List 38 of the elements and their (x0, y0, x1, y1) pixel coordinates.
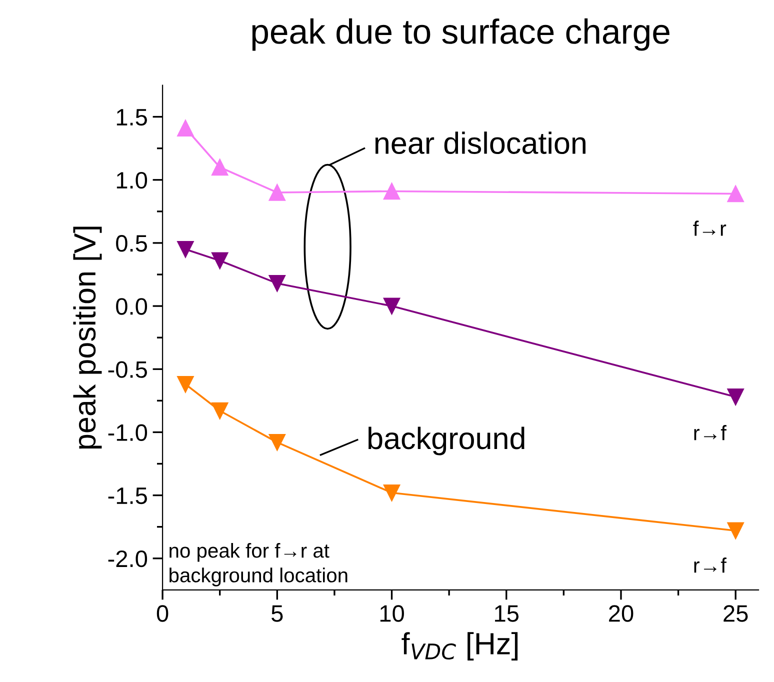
point (383, 484, 400, 502)
annotation: r→f (694, 558, 726, 573)
x-tick-label: 10 (380, 605, 404, 622)
y-tick-label: -1.0 (108, 424, 148, 442)
y-tick-label: -2.0 (108, 550, 148, 568)
annotation: r→f (694, 425, 726, 440)
point (383, 182, 400, 200)
x-tick-label: 15 (495, 605, 519, 622)
chart-title: peak due to surface charge (252, 18, 670, 51)
y-axis-title: peak position [V] (73, 226, 102, 449)
annotation: near dislocation (375, 132, 586, 154)
point (212, 402, 228, 420)
x-tick-label: 25 (724, 605, 748, 622)
x-tick-label: 20 (609, 605, 634, 622)
point (212, 158, 228, 176)
point (177, 240, 194, 258)
point (268, 275, 286, 292)
point (268, 184, 286, 201)
y-tick-label: 0.0 (116, 298, 148, 315)
annotation: f→r (693, 220, 726, 236)
point (212, 252, 228, 269)
point (268, 434, 286, 451)
x-axis-title: f$_{VDC}$ [Hz] (402, 632, 518, 661)
y-tick-label: -0.5 (108, 361, 147, 378)
y-tick-label: -1.5 (108, 488, 147, 504)
point (177, 120, 194, 136)
y-tick-label: 1.0 (116, 172, 148, 189)
x-tick-label: 5 (272, 605, 283, 622)
point (727, 185, 744, 202)
y-tick-label: 0.5 (116, 235, 147, 252)
point (727, 522, 744, 539)
point (727, 388, 744, 406)
y-tick-label: 1.5 (116, 109, 147, 126)
annotation: no peak for f→r at background location (170, 543, 348, 586)
point (177, 376, 194, 393)
point (383, 298, 400, 314)
annotation: background (368, 426, 524, 456)
x-tick-label: 0 (156, 605, 168, 622)
